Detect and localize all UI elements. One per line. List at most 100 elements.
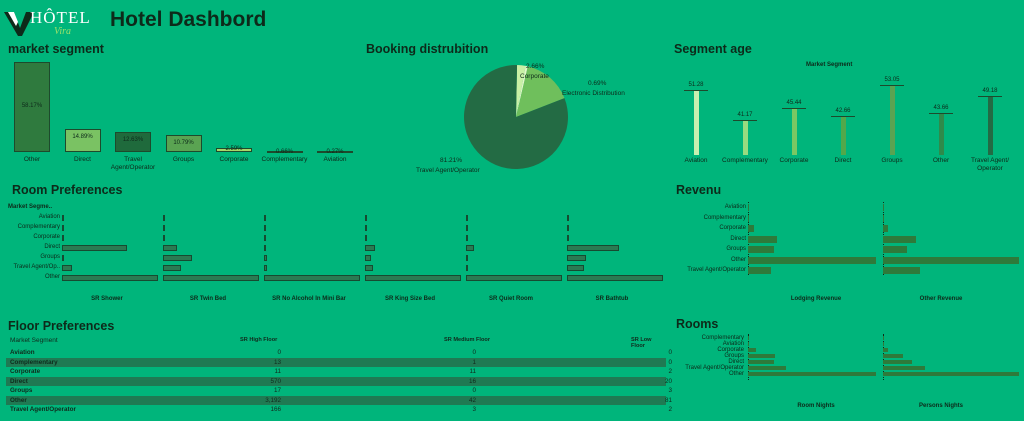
revenue-bar — [748, 256, 876, 264]
room-pref-bar — [163, 215, 165, 221]
segment-age-bar — [988, 97, 993, 155]
logo-v-icon — [4, 12, 34, 36]
revenue-bar — [748, 246, 774, 253]
room-pref-col-label: SR Quiet Room — [488, 296, 533, 302]
room-pref-bar — [365, 215, 367, 221]
room-pref-bar — [567, 225, 569, 231]
segment-age-label: Corporate — [779, 157, 809, 164]
rooms-row-label: Travel Agent/Operator — [685, 365, 744, 371]
rooms-chart: Complementary Aviation Corporate Groups Dire… — [670, 334, 1024, 421]
floor-pref-cell: 11 — [274, 368, 281, 375]
hotel-logo: HÔTEL Vira — [4, 4, 102, 38]
segment-age-label: Travel Agent/ Operator — [970, 157, 1010, 172]
room-pref-bar — [62, 255, 64, 261]
room-pref-row-label: Travel Agent/Op.. — [13, 264, 60, 270]
rooms-bar — [883, 366, 926, 370]
room-pref-bar — [466, 245, 474, 251]
segment-age-value: 49.18 — [982, 88, 998, 95]
floor-pref-row: Groups 17 0 3 — [6, 386, 672, 395]
floor-pref-row: Travel Agent/Operator 166 3 2 — [6, 405, 672, 414]
revenue-bar — [883, 204, 884, 211]
revenue-bar — [883, 246, 908, 253]
room-pref-bar — [466, 265, 468, 271]
segment-age-cap — [880, 84, 904, 86]
market-segment-label: Direct — [74, 156, 91, 163]
revenue-row-label: Direct — [730, 235, 746, 242]
room-pref-header: Market Segme.. — [8, 204, 53, 210]
room-pref-bar — [163, 245, 178, 251]
floor-pref-cell: 0 — [668, 358, 672, 366]
floor-pref-cell: 20 — [664, 377, 672, 385]
floor-pref-header: SR Low Floor — [631, 337, 652, 349]
market-segment-label: Other — [23, 156, 41, 163]
segment-age-label: Aviation — [684, 157, 708, 164]
room-pref-row-label: Direct — [44, 244, 60, 250]
room-pref-title: Room Preferences — [12, 183, 123, 197]
revenue-bar — [883, 214, 884, 222]
revenue-bar — [748, 235, 778, 243]
pie-slice — [516, 66, 565, 117]
logo-sub: Vira — [54, 26, 72, 37]
rooms-row-label: Other — [728, 371, 744, 377]
room-pref-bar — [466, 255, 468, 261]
rooms-bar — [748, 342, 750, 346]
floor-pref-row: Direct 570 16 20 — [6, 376, 672, 386]
market-segment-value: 10.79% — [173, 140, 194, 147]
segment-age-cap — [831, 116, 855, 118]
room-pref-bar — [163, 235, 165, 241]
room-pref-bar — [264, 215, 266, 221]
segment-age-value: 53.05 — [884, 76, 900, 83]
floor-pref-cell: 42 — [468, 396, 476, 404]
revenue-bar — [748, 225, 755, 232]
room-pref-row-label: Aviation — [38, 214, 60, 220]
market-segment-bar — [165, 135, 202, 152]
floor-pref-row: Complementary 13 1 0 — [6, 357, 672, 367]
room-pref-row-label: Complementary — [17, 224, 60, 230]
room-pref-bar — [365, 275, 461, 281]
rooms-bar — [748, 354, 775, 358]
revenue-row-label: Other — [730, 256, 746, 263]
floor-pref-cell: Groups — [10, 387, 33, 394]
market-segment-value: 58.17% — [21, 103, 43, 109]
segment-age-value: 42.66 — [835, 108, 851, 115]
room-pref-bar — [466, 225, 468, 231]
room-pref-bar — [365, 255, 371, 261]
room-pref-bar — [163, 275, 259, 281]
room-pref-bar — [365, 245, 375, 251]
room-pref-row-label: Groups — [40, 254, 60, 260]
segment-age-bar — [890, 85, 895, 155]
floor-pref-cell: 3 — [472, 406, 476, 413]
rooms-col-label: Room Nights — [797, 403, 835, 409]
floor-pref-cell: 17 — [273, 387, 281, 394]
floor-pref-cell: 11 — [469, 368, 476, 375]
floor-pref-header: SR Medium Floor — [444, 337, 490, 343]
floor-pref-cell: 3 — [668, 387, 672, 394]
market-segment-bar — [64, 128, 101, 152]
room-pref-bar — [62, 235, 64, 241]
floor-pref-title: Floor Preferences — [8, 319, 115, 333]
pie-label: Electronic Distribution — [562, 90, 625, 97]
revenue-row-label: Aviation — [724, 204, 746, 210]
rooms-row-label: Corporate — [717, 347, 744, 353]
segment-age-bar — [841, 117, 846, 155]
floor-pref-cell: Complementary — [10, 358, 58, 366]
room-pref-bar — [163, 255, 192, 261]
pie-slice — [516, 65, 528, 117]
floor-pref-cell: 13 — [273, 358, 281, 366]
room-pref-bar — [567, 245, 619, 251]
segment-age-label: Other — [932, 157, 950, 164]
room-pref-bar — [264, 245, 266, 251]
segment-age-cap — [733, 120, 757, 122]
room-pref-bar — [466, 275, 562, 281]
dashboard-title: Hotel Dashbord — [110, 8, 267, 31]
room-pref-bar — [264, 235, 266, 241]
market-segment-label: Travel Agent/Operator — [110, 156, 156, 171]
rooms-bar — [748, 348, 756, 352]
room-pref-bar — [264, 265, 267, 271]
pie-label: Travel Agent/Operator — [416, 167, 481, 174]
segment-age-label: Direct — [834, 157, 852, 164]
revenue-bar — [883, 256, 1019, 264]
rooms-bar — [883, 372, 1019, 376]
floor-pref-cell: 2 — [668, 368, 672, 375]
room-pref-bar — [365, 225, 367, 231]
